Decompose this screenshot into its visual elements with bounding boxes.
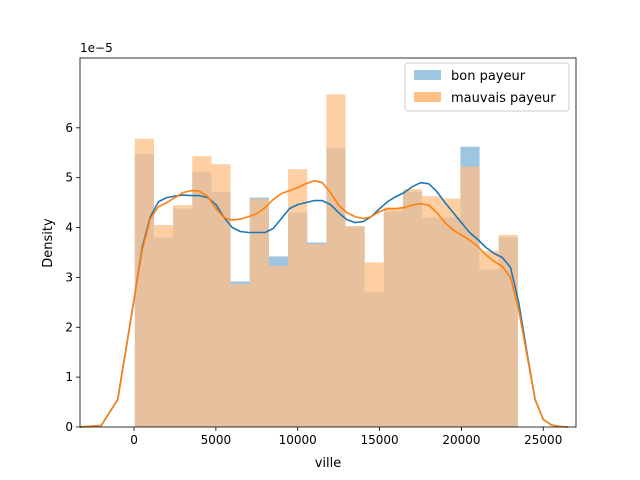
bar-mauvais-payeur [268,265,289,427]
x-tick-label: 20000 [442,433,480,447]
bar-mauvais-payeur [173,205,193,427]
bar-mauvais-payeur [345,226,365,427]
axes [79,57,577,428]
plot-frame [79,57,577,428]
bar-mauvais-payeur [498,235,518,427]
bar-mauvais-payeur [326,94,346,427]
x-tick-label: 15000 [360,433,398,447]
kde-line-mauvais-payeur [79,179,568,428]
bar-mauvais-payeur [402,189,423,427]
y-tick-label: 6 [65,121,73,135]
series-mauvais-payeur-bars [134,94,518,428]
legend: bon payeur mauvais payeur [404,62,570,112]
bar-mauvais-payeur [479,250,499,427]
bar-mauvais-payeur [422,196,442,427]
y-tick-label: 1 [65,370,73,384]
x-axis-label: ville [315,456,342,471]
legend-swatch-mauvais-payeur [414,92,441,102]
y-tick-label: 2 [65,320,73,334]
bar-mauvais-payeur [441,198,461,427]
legend-frame [404,62,570,112]
bar-mauvais-payeur [230,283,250,427]
bar-mauvais-payeur [288,169,308,427]
legend-swatch-bon-payeur [414,70,441,80]
legend-label-mauvais-payeur: mauvais payeur [451,91,556,106]
bar-mauvais-payeur [249,199,269,427]
bar-mauvais-payeur [364,262,384,427]
y-axis-label: Density [41,218,56,268]
bar-mauvais-payeur [383,207,403,427]
y-tick-label: 5 [65,171,73,185]
x-tick-label: 5000 [201,433,232,447]
y-multiplier-label: 1e−5 [80,41,113,55]
x-tick-label: 10000 [279,433,317,447]
kde-line-bon-payeur [79,181,568,428]
x-tick-label: 25000 [524,433,562,447]
bar-mauvais-payeur [307,243,327,427]
legend-label-bon-payeur: bon payeur [451,69,526,84]
bar-mauvais-payeur [192,156,212,428]
bar-mauvais-payeur [211,164,231,427]
y-tick-label: 0 [65,420,73,434]
ticks: 0 5000 10000 15000 20000 25000 0 1 2 3 4 5 6 [65,121,562,447]
bar-mauvais-payeur [153,225,174,427]
bar-mauvais-payeur [460,166,480,428]
bar-mauvais-payeur [134,138,154,428]
y-tick-label: 3 [65,270,73,284]
y-tick-label: 4 [65,221,73,235]
kde-lines [79,179,568,428]
x-tick-label: 0 [130,433,138,447]
